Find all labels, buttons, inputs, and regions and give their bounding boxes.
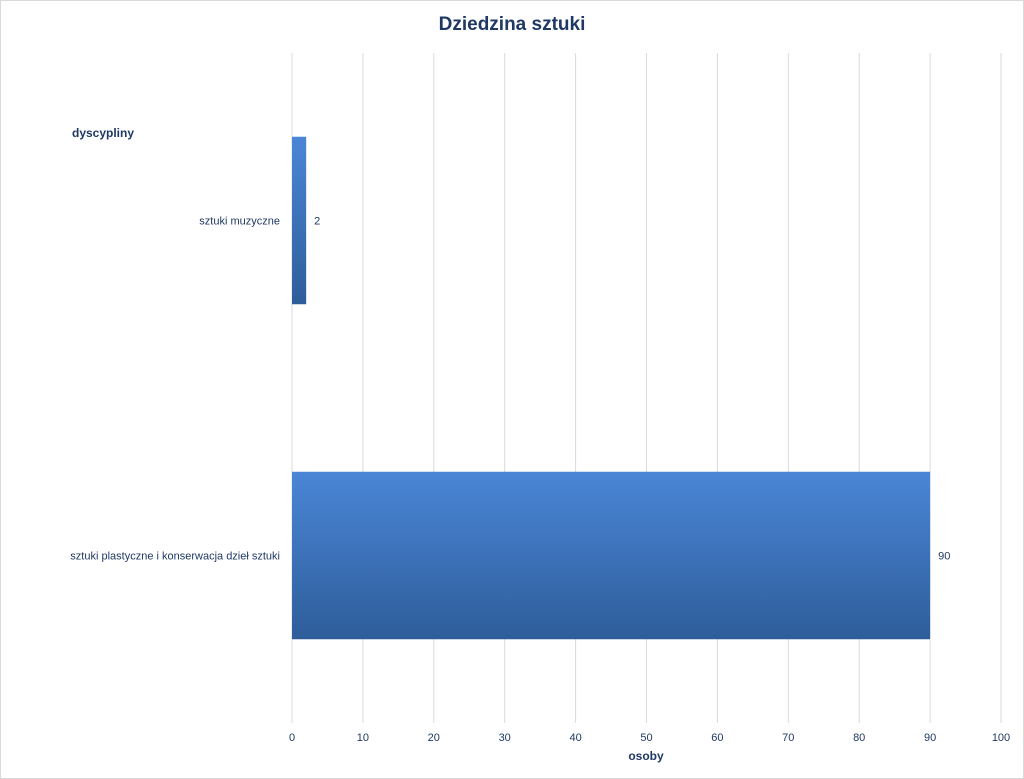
bar	[292, 136, 307, 305]
x-tick-label: 80	[853, 732, 865, 744]
y-axis-title: dyscypliny	[72, 126, 134, 140]
x-tick-label: 10	[357, 732, 369, 744]
chart-title: Dziedzina sztuki	[439, 14, 586, 35]
category-label: sztuki plastyczne i konserwacja dzieł sz…	[70, 551, 280, 563]
x-tick-label: 50	[640, 732, 652, 744]
x-tick-label: 20	[428, 732, 440, 744]
x-tick-label: 100	[992, 732, 1010, 744]
bars	[292, 136, 931, 640]
x-axis-title: osoby	[628, 749, 664, 763]
x-tick-label: 70	[782, 732, 794, 744]
x-tick-label: 60	[711, 732, 723, 744]
data-label: 2	[314, 216, 320, 228]
data-label: 90	[938, 551, 950, 563]
x-tick-label: 0	[289, 732, 295, 744]
bar	[292, 471, 931, 640]
category-label: sztuki muzyczne	[199, 216, 280, 228]
x-tick-label: 40	[569, 732, 581, 744]
labels: 0 10 20 30 40 50 60 70 80 90 100 2 sztuki muzyczne 90…	[70, 216, 1010, 745]
x-tick-label: 90	[924, 732, 936, 744]
x-tick-label: 30	[499, 732, 511, 744]
